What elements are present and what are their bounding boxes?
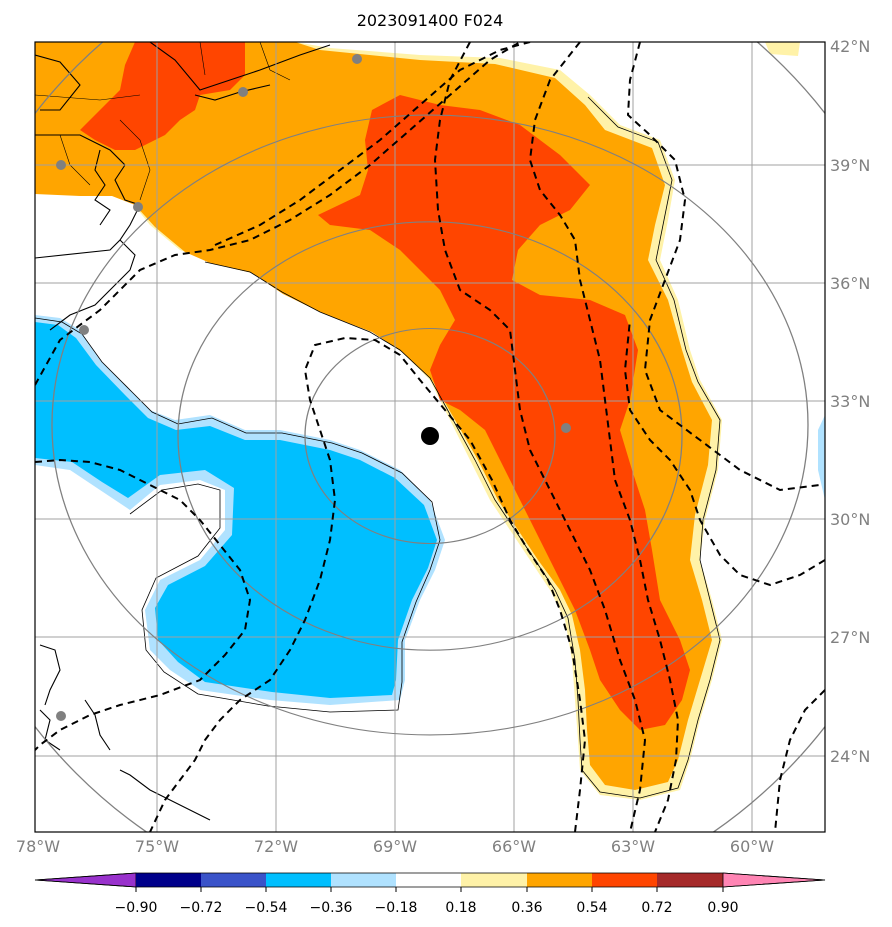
colorbar-segment	[592, 873, 657, 887]
lon-label: 63°W	[611, 837, 655, 856]
colorbar-segment	[201, 873, 266, 887]
contour-line	[35, 458, 252, 751]
lat-label: 36°N	[830, 274, 870, 293]
negative-anomaly-core	[35, 322, 437, 698]
lon-label: 69°W	[373, 837, 417, 856]
colorbar-tick-label: −0.18	[375, 900, 418, 916]
lon-label: 75°W	[135, 837, 179, 856]
colorbar-tick-label: −0.90	[115, 900, 158, 916]
figure-title: 2023091400 F024	[357, 11, 504, 30]
station-markers	[56, 54, 571, 721]
contour-line	[35, 42, 521, 386]
station-marker	[79, 325, 89, 335]
storm-center-marker	[421, 427, 439, 445]
state-borders	[35, 42, 291, 201]
lat-label: 33°N	[830, 392, 870, 411]
zero-contour-outline	[204, 96, 721, 799]
latitude-labels: 42°N 39°N 36°N 33°N 30°N 27°N 24°N	[830, 37, 870, 766]
colorbar: −0.90 −0.72 −0.54 −0.36 −0.18 0.18 0.36 …	[34, 872, 826, 916]
colorbar-extend-low	[34, 872, 137, 888]
lat-label: 24°N	[830, 747, 870, 766]
negative-anomaly-east	[818, 415, 825, 500]
graticule	[35, 42, 825, 832]
colorbar-ticks	[135, 887, 724, 892]
range-ring-2	[177, 221, 683, 651]
colorbar-tick-label: −0.36	[310, 900, 353, 916]
positive-anomaly-topright	[765, 42, 800, 56]
contour-line	[214, 42, 531, 246]
colorbar-segment	[136, 873, 201, 887]
lon-label: 66°W	[492, 837, 536, 856]
contour-line	[433, 42, 647, 832]
longitude-labels: 78°W 75°W 72°W 69°W 66°W 63°W 60°W	[16, 837, 774, 856]
colorbar-segment	[461, 873, 527, 887]
colorbar-extend-high	[722, 872, 826, 888]
contour-line	[149, 336, 587, 832]
station-marker	[56, 160, 66, 170]
colorbar-tick-label: 0.54	[576, 900, 607, 916]
colorbar-tick-label: −0.54	[245, 900, 288, 916]
colorbar-segment	[657, 873, 723, 887]
lat-label: 27°N	[830, 628, 870, 647]
colorbar-tick-label: 0.18	[445, 900, 476, 916]
coastlines	[35, 42, 331, 821]
range-ring-1	[304, 327, 556, 545]
map-frame	[34, 41, 826, 833]
colorbar-segment	[266, 873, 331, 887]
station-marker	[56, 711, 66, 721]
colorbar-tick-label: −0.72	[180, 900, 223, 916]
positive-anomaly-middle	[35, 42, 712, 790]
contour-line	[528, 42, 680, 832]
lon-label: 78°W	[16, 837, 60, 856]
dashed-contours	[35, 42, 825, 832]
colorbar-tick-label: 0.36	[511, 900, 542, 916]
lat-label: 39°N	[830, 156, 870, 175]
zero-contour-outline-south	[35, 317, 441, 713]
range-ring-3	[51, 114, 809, 736]
lon-label: 60°W	[730, 837, 774, 856]
contour-line	[626, 42, 821, 492]
station-marker	[133, 202, 143, 212]
station-marker	[352, 54, 362, 64]
station-marker	[561, 423, 571, 433]
colorbar-tick-label: 0.90	[707, 900, 738, 916]
positive-anomaly-core	[318, 95, 690, 730]
lat-label: 42°N	[830, 37, 870, 56]
station-marker	[238, 87, 248, 97]
colorbar-tick-label: 0.72	[641, 900, 672, 916]
contour-line	[774, 689, 825, 832]
lon-label: 72°W	[254, 837, 298, 856]
colorbar-segment	[527, 873, 592, 887]
lat-label: 30°N	[830, 510, 870, 529]
positive-anomaly-core-north	[80, 42, 245, 150]
colorbar-segment	[331, 873, 396, 887]
colorbar-segment	[396, 873, 461, 887]
